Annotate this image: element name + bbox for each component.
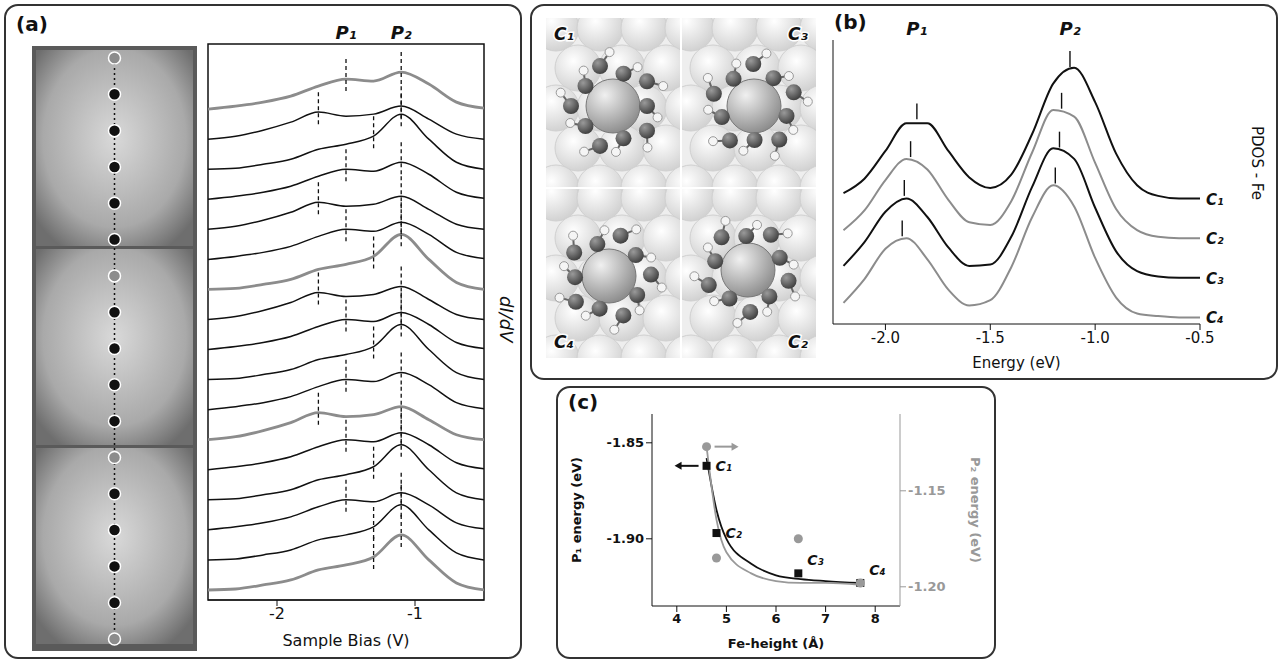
html-text:(a): (a) [16, 12, 48, 36]
html-text:(c): (c) [568, 390, 599, 414]
svg-text:-0.5: -0.5 [1185, 329, 1214, 347]
svg-text:-1.5: -1.5 [976, 329, 1005, 347]
svg-text:5: 5 [722, 611, 731, 626]
html-text:dI/dV: dI/dV [496, 296, 517, 343]
svg-text:Energy (eV): Energy (eV) [972, 354, 1060, 372]
svg-text:8: 8 [871, 611, 880, 626]
svg-text:7: 7 [821, 611, 830, 626]
svg-text:C₃: C₃ [788, 24, 808, 44]
svg-text:C₄: C₄ [1206, 309, 1224, 327]
svg-text:C₂: C₂ [1206, 230, 1224, 248]
svg-text:C₃: C₃ [807, 552, 823, 568]
svg-text:-1: -1 [407, 604, 423, 623]
svg-text:-1.90: -1.90 [607, 531, 644, 546]
svg-text:Fe-height (Å): Fe-height (Å) [728, 636, 824, 651]
svg-text:P₁: P₁ [906, 18, 927, 39]
html-text:(b): (b) [834, 10, 867, 34]
svg-text:6: 6 [771, 611, 780, 626]
svg-text:C₂: C₂ [788, 332, 808, 352]
svg-text:-1.15: -1.15 [908, 483, 945, 498]
svg-text:-2.0: -2.0 [871, 329, 900, 347]
svg-text:P₂ energy (eV): P₂ energy (eV) [968, 457, 983, 563]
svg-text:P₁ energy (eV): P₁ energy (eV) [569, 457, 584, 563]
svg-text:-2: -2 [269, 604, 285, 623]
svg-text:C₄: C₄ [869, 562, 885, 578]
svg-text:C₄: C₄ [554, 332, 574, 352]
html-text:PDOS - Fe: PDOS - Fe [1248, 126, 1266, 200]
svg-text:C₁: C₁ [1206, 191, 1224, 209]
svg-text:P₂: P₂ [391, 22, 412, 43]
svg-text:P₁: P₁ [335, 22, 356, 43]
svg-text:C₂: C₂ [725, 525, 742, 541]
svg-text:C₁: C₁ [716, 458, 732, 474]
svg-text:C₁: C₁ [554, 24, 574, 44]
svg-text:P₂: P₂ [1059, 18, 1080, 39]
svg-text:-1.85: -1.85 [607, 435, 644, 450]
svg-text:-1.20: -1.20 [908, 579, 945, 594]
svg-text:-1.0: -1.0 [1081, 329, 1110, 347]
svg-text:4: 4 [672, 611, 681, 626]
svg-text:C₃: C₃ [1206, 270, 1224, 288]
svg-text:Sample Bias (V): Sample Bias (V) [282, 631, 409, 650]
